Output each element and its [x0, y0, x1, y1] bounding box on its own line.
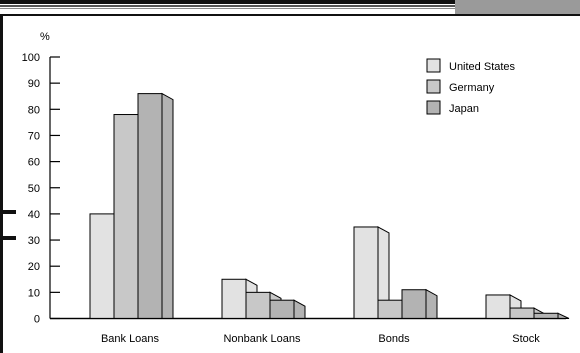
legend-label: Germany [449, 82, 495, 94]
y-tick-label: 90 [28, 78, 40, 90]
x-tick-label: Stock [512, 333, 540, 345]
bars-group [50, 92, 570, 320]
legend-swatch [426, 58, 441, 73]
bar-front-face [89, 213, 115, 319]
legend-swatch [426, 100, 441, 115]
x-tick-label: Nonbank Loans [223, 333, 301, 345]
bar-front-face [221, 278, 247, 319]
y-tick-label: 10 [28, 287, 40, 299]
bar [401, 288, 438, 319]
legend-label: Japan [449, 103, 479, 115]
x-tick-label: Bonds [378, 333, 410, 345]
y-axis-unit-label: % [40, 31, 50, 43]
bar-front-face [113, 114, 139, 319]
bar-side-face [425, 288, 438, 319]
bar-front-face [137, 93, 163, 319]
bar-side-face [293, 299, 306, 319]
bar-front-face [401, 289, 427, 319]
bar-front-face [533, 312, 559, 319]
x-tick-label: Bank Loans [101, 333, 160, 345]
y-tick-label: 30 [28, 235, 40, 247]
bar [137, 92, 174, 319]
bar-front-face [269, 299, 295, 320]
y-tick-label: 0 [34, 314, 40, 326]
y-tick-label: 60 [28, 157, 40, 169]
legend-swatch [426, 79, 441, 94]
x-axis-labels: Bank Loans Nonbank Loans Bonds Stock [101, 333, 540, 345]
legend-label: United States [449, 61, 516, 73]
bar [533, 312, 570, 319]
bar-front-face [353, 226, 379, 320]
bar [269, 299, 306, 320]
bar-front-face [245, 291, 271, 320]
bar-side-face [557, 312, 570, 319]
legend: United States Germany Japan [426, 58, 516, 115]
y-tick-label: 20 [28, 261, 40, 273]
bar-front-face [509, 307, 535, 320]
legend-item: Germany [426, 79, 495, 94]
y-tick-label: 70 [28, 130, 40, 142]
bar-front-face [377, 299, 403, 320]
y-tick-label: 100 [22, 52, 40, 64]
legend-item: United States [426, 58, 516, 73]
y-tick-label: 40 [28, 209, 40, 221]
bar-front-face [485, 294, 511, 319]
y-tick-label: 50 [28, 183, 40, 195]
legend-item: Japan [426, 100, 479, 115]
bar-side-face [161, 92, 174, 319]
y-tick-label: 80 [28, 104, 40, 116]
